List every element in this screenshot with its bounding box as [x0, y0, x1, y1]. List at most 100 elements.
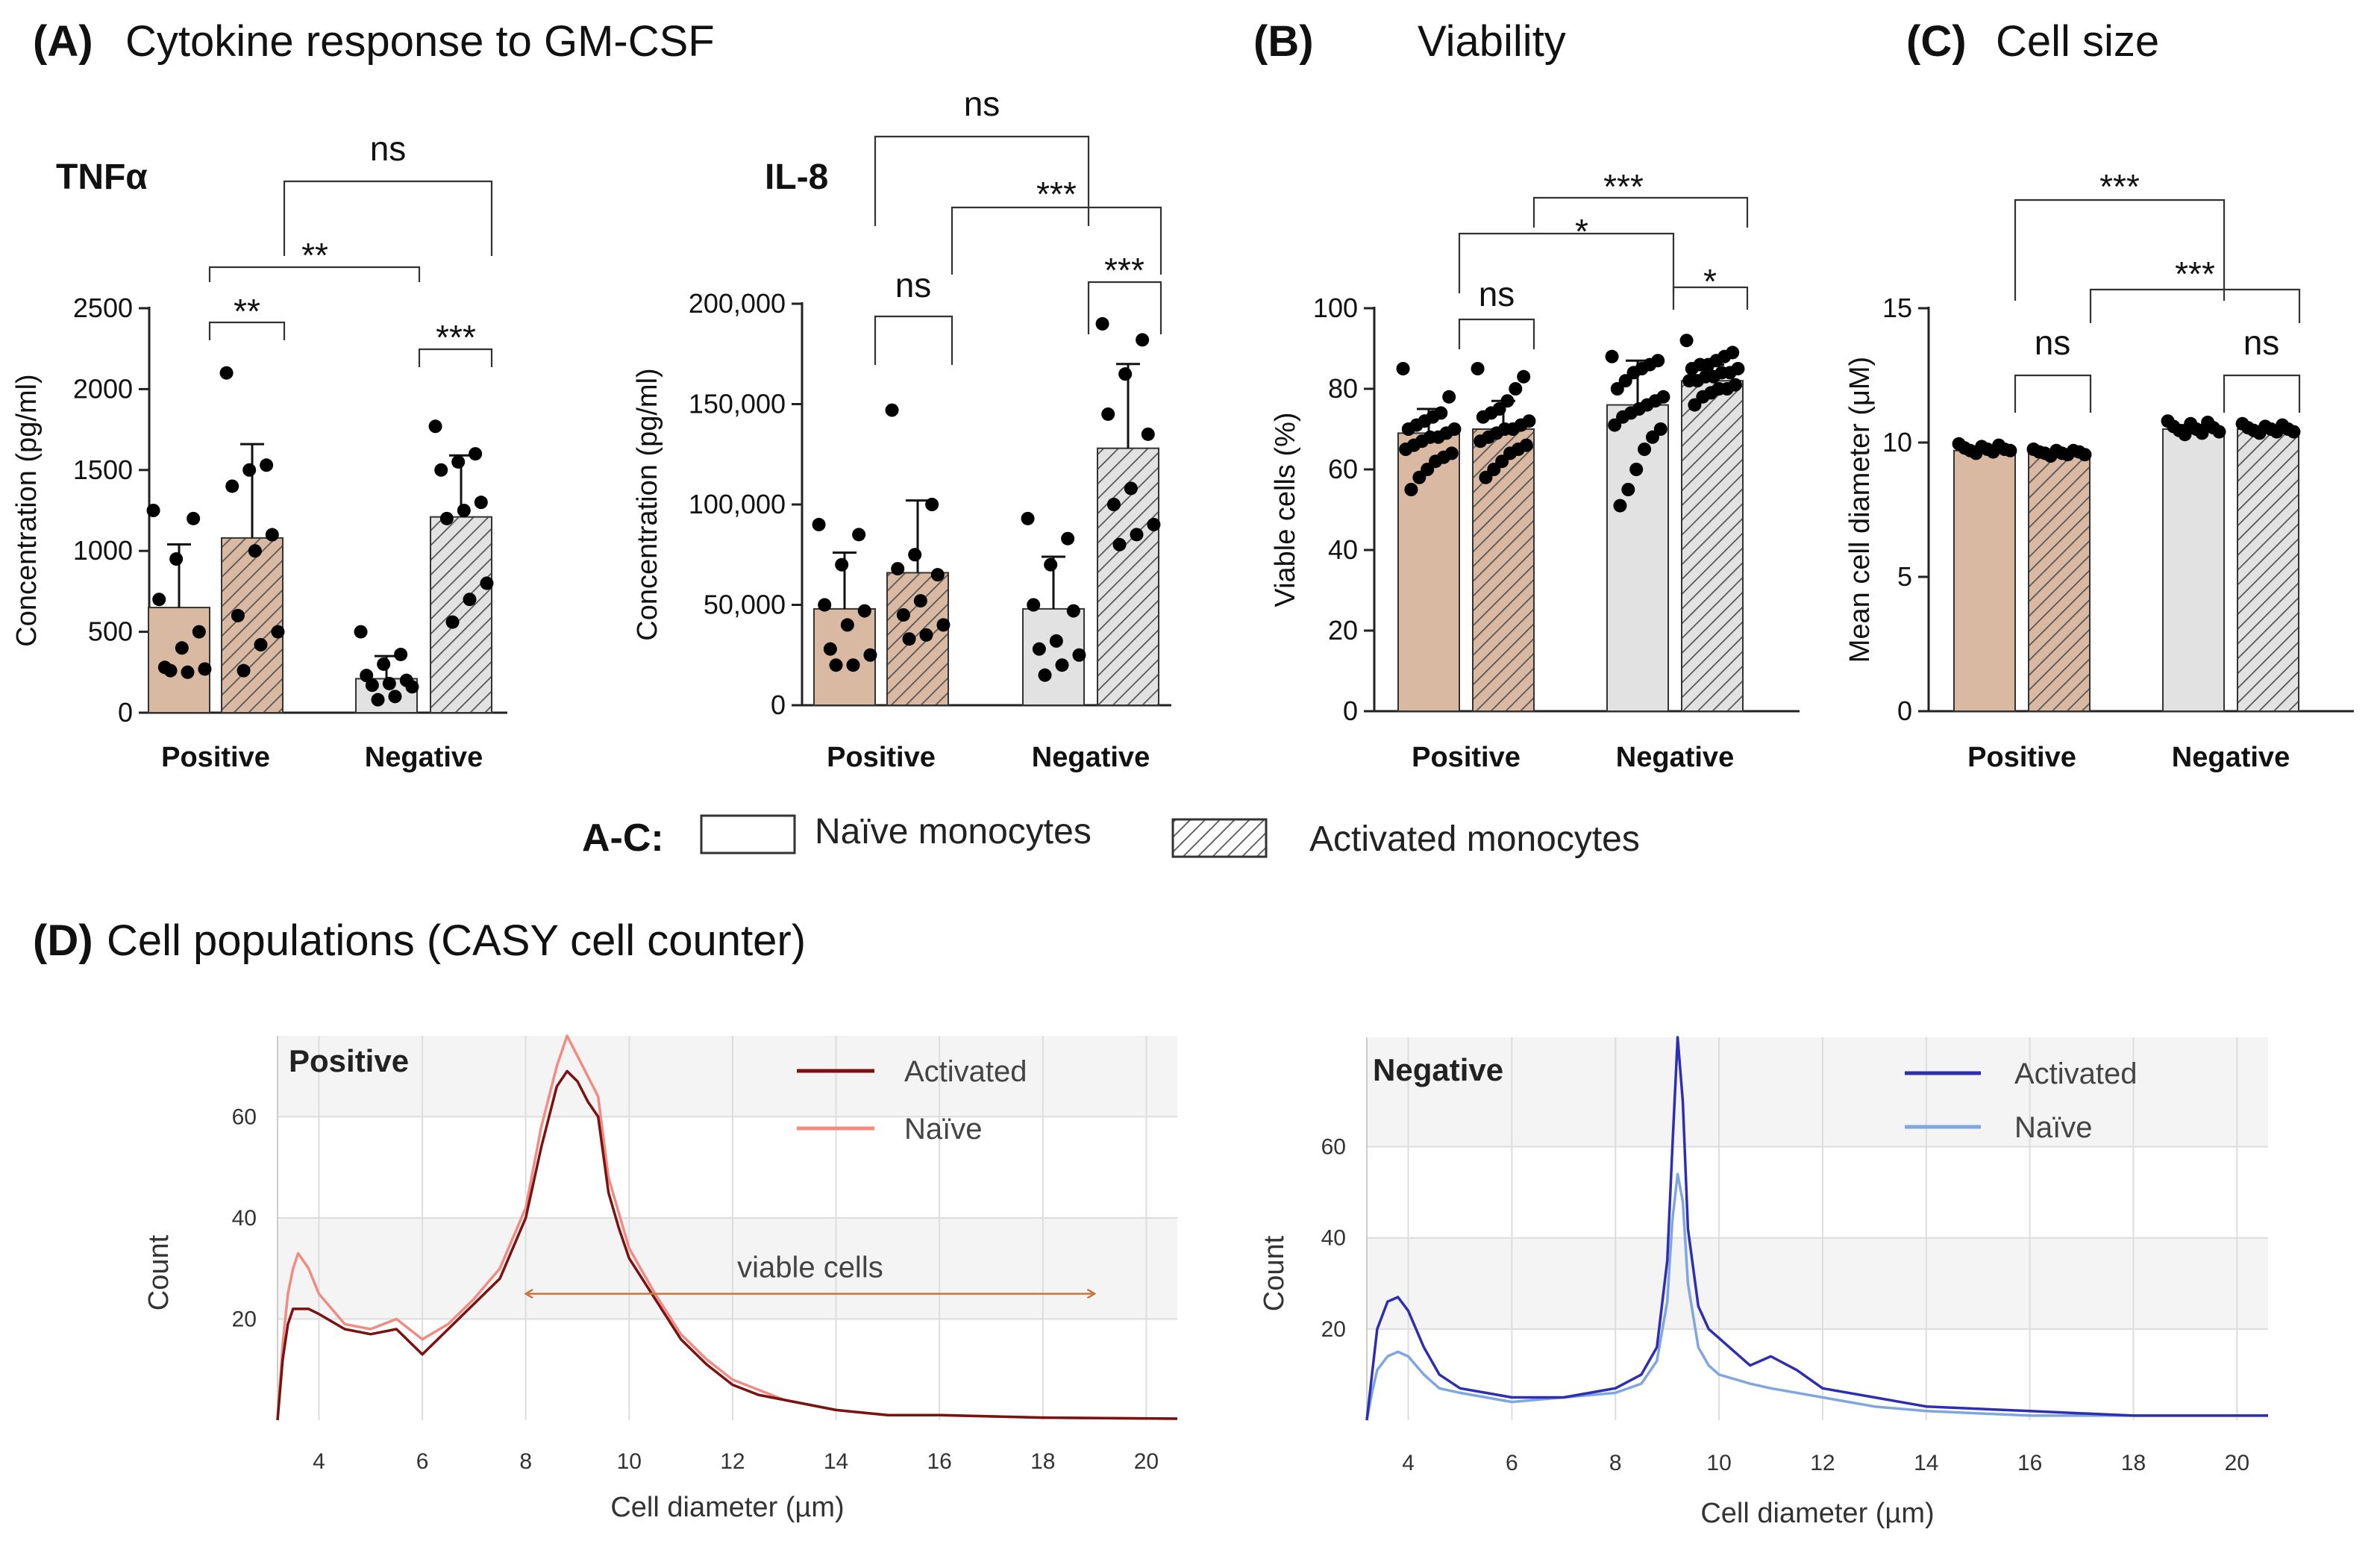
- data-point: [231, 608, 245, 622]
- significance-label: ns: [2243, 323, 2280, 362]
- significance-label: ns: [1479, 275, 1515, 313]
- chart-title: TNFα: [56, 157, 148, 197]
- x-tick-label: 8: [519, 1449, 532, 1474]
- data-point: [1685, 362, 1699, 375]
- plot-band: [1367, 1037, 2268, 1147]
- data-point: [254, 637, 268, 651]
- data-point: [812, 517, 826, 531]
- significance-bracket: [2014, 374, 2092, 413]
- legend-label: Activated: [904, 1055, 1027, 1088]
- plot-band: [1367, 1237, 2268, 1329]
- activated-bar: [886, 572, 949, 707]
- y-tick-label: 0: [118, 697, 133, 728]
- data-point: [936, 618, 951, 632]
- legend-label: Activated: [2014, 1057, 2138, 1090]
- data-point: [360, 669, 374, 683]
- y-tick-label: 100,000: [689, 489, 786, 519]
- data-point: [428, 419, 442, 434]
- data-point: [377, 657, 391, 671]
- data-point: [1412, 470, 1427, 484]
- data-point: [1124, 481, 1138, 496]
- data-point: [1072, 648, 1086, 662]
- significance-bracket: [2089, 288, 2301, 323]
- legend-activated-swatch: [1171, 818, 1268, 858]
- y-tick-label: 100: [1313, 293, 1358, 323]
- plot-band: [278, 1036, 1177, 1117]
- panel-b-title: Viability: [1418, 17, 1566, 66]
- panel-c-title: Cell size: [1996, 17, 2159, 66]
- data-point: [925, 498, 939, 511]
- data-point: [1682, 374, 1697, 388]
- data-point: [1106, 498, 1121, 511]
- significance-bracket: [283, 180, 493, 256]
- data-point: [896, 607, 910, 622]
- data-point: [225, 479, 239, 493]
- data-point: [1147, 517, 1161, 531]
- data-point: [908, 548, 922, 562]
- x-axis-label: Cell diameter (µm): [1700, 1498, 1934, 1529]
- data-point: [1027, 598, 1041, 612]
- data-point: [163, 663, 178, 678]
- significance-bracket: [2223, 374, 2301, 413]
- data-point: [829, 658, 843, 672]
- y-tick-label: 0: [1343, 696, 1358, 726]
- data-point: [394, 647, 408, 661]
- data-point: [1112, 537, 1127, 551]
- data-point: [2252, 426, 2267, 440]
- positive-histogram: 4 6 8 10 12 14 16 18 20 20 40 60 Positive Cell diamet…: [143, 1034, 1178, 1523]
- panel-a-letter: (A): [33, 17, 93, 66]
- x-tick-label: 16: [2017, 1451, 2042, 1475]
- y-tick-label: 60: [1321, 1135, 1346, 1160]
- y-tick-label: 20: [1328, 615, 1358, 646]
- x-tick-label: 6: [416, 1449, 429, 1474]
- data-point: [2270, 425, 2284, 439]
- x-tick-label: 6: [1506, 1451, 1518, 1475]
- data-point: [2287, 425, 2301, 439]
- data-point: [2044, 449, 2058, 463]
- activated-bar: [221, 537, 284, 714]
- category-label: Negative: [1032, 742, 1150, 773]
- viable-cells-label: viable cells: [737, 1252, 883, 1284]
- data-point: [1141, 427, 1155, 441]
- il8-bar-chart: IL-8 0 50,000 100,000 150,000 200,000 Concentr…: [632, 84, 1171, 773]
- significance-bracket: [208, 266, 421, 282]
- data-point: [445, 615, 460, 629]
- data-point: [818, 598, 832, 612]
- y-tick-label: 0: [771, 690, 786, 720]
- data-point: [852, 528, 866, 542]
- data-point: [1130, 528, 1144, 542]
- significance-label: ***: [2099, 167, 2140, 206]
- data-point: [457, 504, 471, 517]
- data-point: [192, 625, 206, 639]
- panel-c-heading: (C) Cell size: [1906, 17, 2159, 66]
- significance-bracket: [208, 321, 286, 340]
- data-point: [480, 576, 494, 590]
- data-point: [248, 544, 262, 558]
- y-tick-label: 2500: [73, 293, 133, 323]
- legend-label: Naïve: [2014, 1111, 2093, 1144]
- data-point: [439, 511, 454, 525]
- data-point: [2195, 426, 2209, 440]
- category-label: Negative: [2172, 742, 2290, 773]
- data-point: [1401, 422, 1415, 436]
- data-point: [2212, 425, 2226, 439]
- negative-histogram: 4 6 8 10 12 14 16 18 20 20 40 60 Negative Cell diamet…: [1259, 1036, 2268, 1529]
- y-axis-label: Viable cells (%): [1270, 412, 1301, 607]
- panel-b-heading: (B) Viability: [1253, 17, 1566, 66]
- category-label: Positive: [1412, 742, 1521, 773]
- naive-line: [1365, 1172, 2268, 1421]
- data-point: [175, 641, 189, 655]
- data-point: [198, 662, 212, 676]
- y-tick-label: 5: [1897, 561, 1912, 592]
- panel-d-letter: (D): [33, 916, 93, 965]
- data-point: [1055, 658, 1069, 672]
- significance-bracket: [951, 206, 1162, 275]
- category-label: Positive: [1967, 742, 2076, 773]
- y-axis-label: Count: [143, 1234, 175, 1310]
- data-point: [2003, 443, 2017, 457]
- viability-bar-chart: 0 20 40 60 80 100 Viable cells (%) Positive Nega…: [1270, 167, 1800, 773]
- activated-bar: [430, 516, 492, 713]
- data-point: [1101, 407, 1115, 421]
- data-point: [242, 463, 257, 477]
